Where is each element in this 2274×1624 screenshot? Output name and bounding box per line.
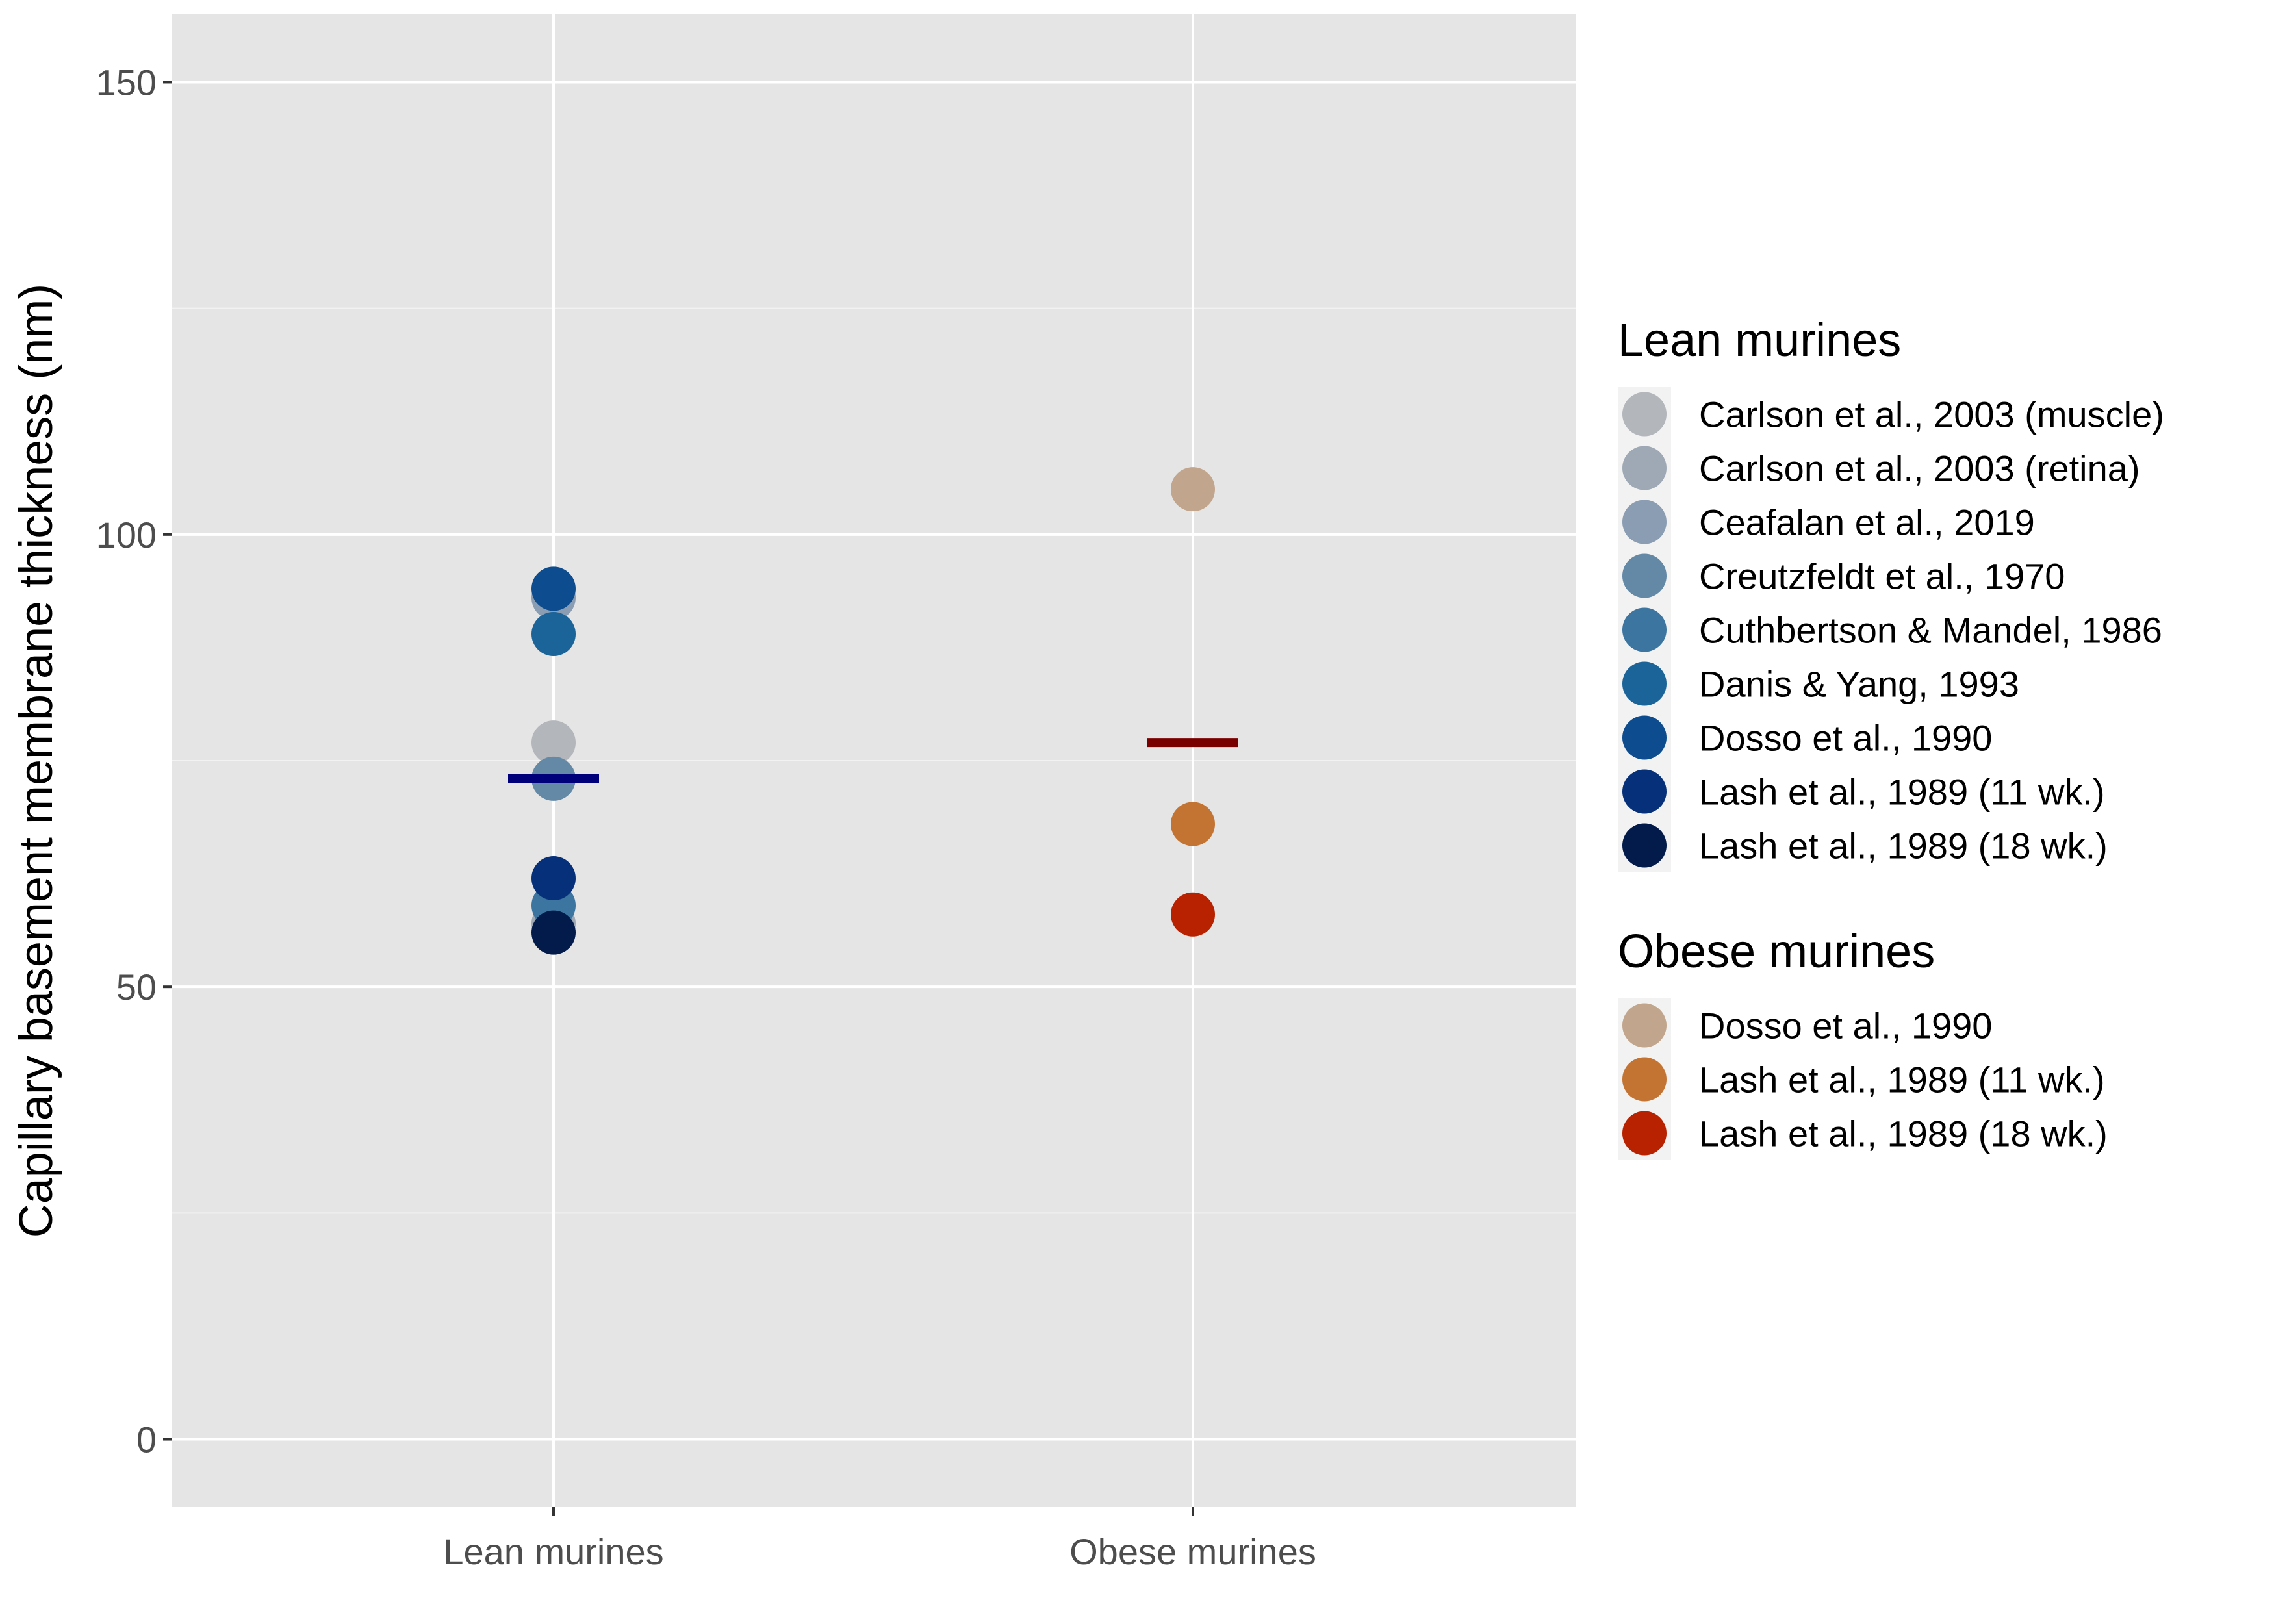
legend-key [1622,392,1667,437]
data-point [531,566,576,611]
data-point [531,910,576,955]
legend-label: Ceafalan et al., 2019 [1699,502,2035,543]
legend-key [1622,823,1667,868]
data-point [531,856,576,901]
data-point [1171,802,1215,846]
legend-title: Obese murines [1618,926,1935,978]
legend-title: Lean murines [1618,314,1901,366]
legend-label: Cuthbertson & Mandel, 1986 [1699,610,2162,651]
x-tick-label: Lean murines [443,1531,663,1572]
legend-label: Lash et al., 1989 (18 wk.) [1699,826,2108,867]
legend-key [1622,446,1667,490]
data-point [1171,467,1215,512]
data-point [531,612,576,657]
legend-key [1622,661,1667,706]
legend-label: Lash et al., 1989 (18 wk.) [1699,1113,2108,1154]
data-point [1171,892,1215,937]
legend-key [1622,715,1667,760]
y-axis-title: Capillary basement membrane thickness (n… [10,284,62,1238]
legend-label: Dosso et al., 1990 [1699,718,1992,759]
legend-key [1622,607,1667,652]
grid-lines [172,14,1576,1507]
data-point [531,720,576,765]
legend-key [1622,769,1667,814]
legend-key [1622,500,1667,544]
legend-label: Danis & Yang, 1993 [1699,664,2019,705]
legend-label: Creutzfeldt et al., 1970 [1699,556,2065,597]
legend-label: Lash et al., 1989 (11 wk.) [1699,1059,2105,1100]
legend-key [1622,1111,1667,1156]
y-tick-label: 100 [96,514,157,555]
mean-markers [508,738,1238,783]
y-tick-label: 50 [116,967,157,1008]
legend-key [1622,1057,1667,1102]
y-tick-label: 150 [96,62,157,103]
legend-label: Carlson et al., 2003 (retina) [1699,448,2140,489]
y-tick-label: 0 [136,1419,157,1460]
axes: 0 50 100 150 Lean murines Obese murines [96,62,1316,1572]
legend-label: Lash et al., 1989 (11 wk.) [1699,772,2105,813]
legend: Lean murines Carlson et al., 2003 (muscle… [1618,314,2164,1160]
legend-key [1622,553,1667,598]
legend-label: Dosso et al., 1990 [1699,1006,1992,1047]
legend-key [1622,1003,1667,1048]
x-tick-label: Obese murines [1069,1531,1316,1572]
legend-label: Carlson et al., 2003 (muscle) [1699,394,2164,435]
